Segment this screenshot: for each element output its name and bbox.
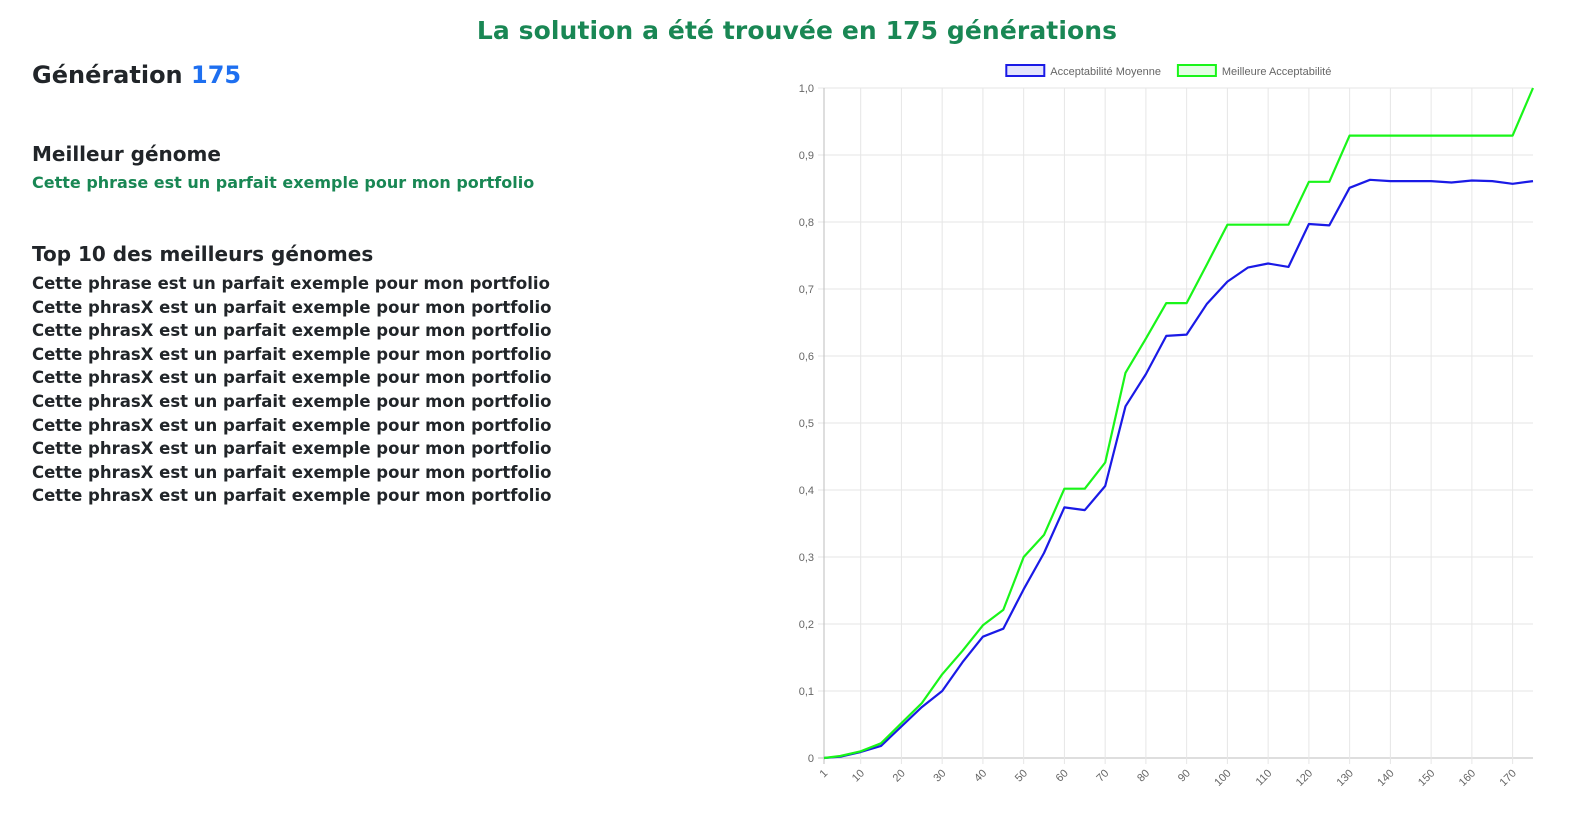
x-tick-label: 110: [1254, 767, 1275, 788]
y-tick-label: 0,1: [799, 686, 814, 698]
legend-swatch: [1005, 64, 1046, 77]
legend-swatch: [1176, 64, 1217, 77]
x-tick-label: 130: [1335, 767, 1356, 788]
best-genome-heading: Meilleur génome: [32, 142, 221, 166]
top10-list: Cette phrase est un parfait exemple pour…: [32, 272, 752, 508]
x-tick-label: 160: [1457, 767, 1478, 788]
legend-label: Meilleure Acceptabilité: [1222, 66, 1331, 78]
x-tick-label: 100: [1212, 767, 1233, 788]
y-tick-label: 0,8: [799, 217, 814, 229]
top10-item: Cette phrasX est un parfait exemple pour…: [32, 321, 552, 341]
y-tick-label: 0,9: [799, 150, 814, 162]
x-tick-label: 170: [1498, 767, 1519, 788]
top10-item: Cette phrase est un parfait exemple pour…: [32, 274, 550, 293]
top10-heading: Top 10 des meilleurs génomes: [32, 242, 374, 266]
top10-item: Cette phrasX est un parfait exemple pour…: [32, 297, 552, 317]
left-panel: Génération 175 Meilleur génome Cette phr…: [32, 58, 752, 508]
y-tick-label: 0,5: [799, 418, 814, 430]
average-fitness-line: [823, 178, 1534, 760]
legend-label: Acceptabilité Moyenne: [1050, 66, 1161, 78]
x-tick-label: 90: [1176, 767, 1193, 784]
x-tick-label: 70: [1094, 767, 1111, 784]
top10-item: Cette phrasX est un parfait exemple pour…: [32, 391, 552, 411]
x-tick-label: 120: [1294, 767, 1315, 788]
top10-item: Cette phrasX est un parfait exemple pour…: [32, 344, 552, 364]
fitness-chart-svg: 00,10,20,30,40,50,60,70,80,91,01 10 20 30 40…: [799, 64, 1535, 789]
y-tick-label: 0,4: [799, 485, 814, 497]
best-genome-text: Cette phrase est un parfait exemple pour…: [32, 173, 535, 192]
y-tick-label: 0,6: [799, 351, 814, 363]
top10-item: Cette phrasX est un parfait exemple pour…: [32, 486, 552, 506]
top10-item: Cette phrasX est un parfait exemple pour…: [32, 415, 552, 435]
top10-item: Cette phrasX est un parfait exemple pour…: [32, 462, 552, 482]
x-tick-label: 40: [972, 767, 989, 784]
x-tick-label: 1: [818, 767, 831, 780]
y-tick-label: 1,0: [799, 83, 814, 95]
generation-heading: Génération 175: [32, 58, 752, 92]
generation-label: Génération: [32, 61, 183, 89]
x-tick-label: 150: [1416, 767, 1437, 788]
x-tick-label: 80: [1135, 767, 1152, 784]
y-tick-label: 0,7: [799, 284, 814, 296]
y-tick-label: 0: [808, 753, 814, 765]
x-tick-label: 30: [931, 767, 948, 784]
x-tick-label: 10: [850, 767, 867, 784]
y-tick-label: 0,3: [799, 552, 814, 564]
x-tick-label: 60: [1054, 767, 1071, 784]
y-tick-label: 0,2: [799, 619, 814, 631]
solution-banner: La solution a été trouvée en 175 générat…: [476, 16, 1118, 45]
x-tick-label: 140: [1375, 767, 1396, 788]
best-fitness-line: [823, 87, 1535, 760]
x-tick-label: 50: [1013, 767, 1030, 784]
fitness-chart: 0 0,1 0,2 0,3 0,4 0,5 0,6 0,7 0,8 0,9 1,0 1 10 20 30 40…: [770, 56, 1570, 816]
top10-item: Cette phrasX est un parfait exemple pour…: [32, 368, 552, 388]
generation-number: 175: [191, 61, 242, 89]
x-tick-label: 20: [891, 767, 908, 784]
top10-item: Cette phrasX est un parfait exemple pour…: [32, 439, 552, 459]
